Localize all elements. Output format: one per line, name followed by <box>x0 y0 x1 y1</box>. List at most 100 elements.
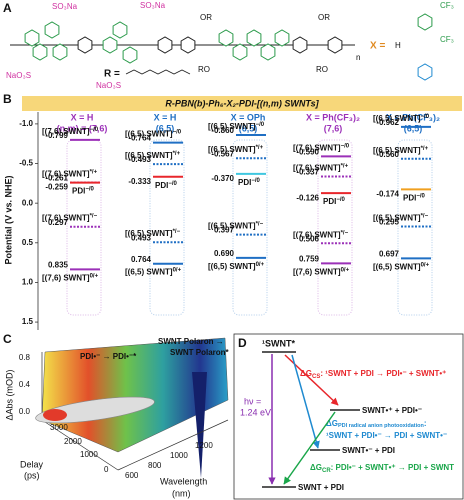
level-sup: */− <box>256 221 264 227</box>
level-name: [(6,5) SWNT] <box>373 114 421 123</box>
level-label: [(6,5) SWNT]*/+ <box>208 145 264 155</box>
level-label: [(6,5) SWNT]*/+ <box>373 145 429 155</box>
y-tick-label: -0.5 <box>19 159 33 168</box>
level-name: [(6,5) SWNT] <box>208 222 256 231</box>
panel-letter: A <box>3 1 12 15</box>
value-label: -0.560 <box>376 150 399 159</box>
hv-label: 1.24 eV <box>240 407 271 417</box>
y-axis-label: Potential (V vs. NHE) <box>3 175 13 264</box>
symbol: ΔG <box>310 463 322 472</box>
ring <box>122 46 138 64</box>
level-name: PDI <box>323 197 336 206</box>
column-subtitle: (7,6) <box>324 123 343 133</box>
chem-label: SO₃Na <box>140 1 166 10</box>
level-label: [(7,6) SWNT]−/0 <box>42 126 99 136</box>
annotation: SWNT Polaron → <box>158 337 224 346</box>
chem-label: CF₃ <box>440 35 454 44</box>
ring <box>292 36 308 54</box>
level-label: [(7,6) SWNT]−/0 <box>293 143 350 153</box>
value-label: 0.697 <box>379 250 400 259</box>
chem-label: RO <box>316 65 328 74</box>
ring <box>218 29 234 47</box>
wl-tick-label: 1200 <box>195 441 213 450</box>
delay-tick-label: 3000 <box>50 423 68 432</box>
level-name: [(7,6) SWNT] <box>293 144 341 153</box>
panel-letter: C <box>3 332 12 346</box>
annotation: PDI•⁻ → PDI•⁻* <box>80 352 137 361</box>
reaction: : ¹SWNT + PDI → PDI•⁻ + SWNT•⁺ <box>320 369 446 378</box>
chem-label: n <box>356 53 360 62</box>
chem-label: X = <box>370 41 385 52</box>
level-name: PDI <box>403 193 416 202</box>
level-name: [(6,5) SWNT] <box>373 263 421 272</box>
value-label: -0.261 <box>45 174 68 183</box>
value-label: -0.860 <box>211 126 234 135</box>
level-name: [(7,6) SWNT] <box>42 170 90 179</box>
level-label: [(6,5) SWNT]0/+ <box>208 261 265 271</box>
value-label: 0.493 <box>131 233 152 242</box>
chem-label: SO₃Na <box>52 2 78 11</box>
delay-tick-label: 1000 <box>80 450 98 459</box>
nanotube <box>232 139 268 316</box>
y-tick-label: 1.5 <box>22 317 34 326</box>
panel-header: R-PBN(b)-Ph₆-X₂-PDI-[(n,m) SWNTs] <box>165 98 319 108</box>
subscript: CR <box>322 468 331 474</box>
reaction: ¹SWNT + PDI•⁻ → PDI + SWNT•⁻ <box>326 431 447 440</box>
level-label: [(6,5) SWNT]*/− <box>125 229 181 239</box>
ring <box>32 43 48 61</box>
column-title: X = H <box>154 112 177 122</box>
z-tick-label: 0.0 <box>19 407 31 416</box>
ring <box>157 36 173 54</box>
z-tick-label: 0.8 <box>19 353 31 362</box>
level-sup: */+ <box>90 169 98 175</box>
state-label: ¹SWNT* <box>262 338 295 348</box>
level-label: PDI−/0 <box>403 193 426 203</box>
level-name: [(7,6) SWNT] <box>42 127 90 136</box>
value-label: -0.370 <box>211 174 234 183</box>
axis-label: (nm) <box>172 488 191 498</box>
value-label: 0.506 <box>299 234 320 243</box>
level-name: [(6,5) SWNT] <box>125 151 173 160</box>
level-name: [(6,5) SWNT] <box>208 145 256 154</box>
axis-label: Delay <box>20 459 44 469</box>
column-subtitle: (6,5) <box>239 123 258 133</box>
level-sup: −/0 <box>256 122 265 128</box>
panel-a: A SO₃Na SO₃Na NaO₃S NaO₃S OR OR RO RO n … <box>3 1 454 90</box>
state-label: SWNT + PDI <box>298 483 344 492</box>
value-label: -0.764 <box>128 134 151 143</box>
level-name: PDI <box>72 187 85 196</box>
level-sup: −/0 <box>90 126 99 132</box>
ring <box>417 63 433 81</box>
level-label: [(7,6) SWNT]*/− <box>42 213 98 223</box>
reaction: : PDI•⁻ + SWNT•⁺ → PDI + SWNT <box>331 463 455 472</box>
level-name: PDI <box>238 178 251 187</box>
delay-tick-label: 0 <box>104 465 109 474</box>
reaction-label: ΔGCS: ¹SWNT + PDI → PDI•⁻ + SWNT•⁺ <box>300 369 446 379</box>
subscript: PDI radical anion photooxidation <box>338 423 425 429</box>
value-label: -0.493 <box>128 155 151 164</box>
level-sup: −/0 <box>85 186 94 192</box>
panel-b: B R-PBN(b)-Ph₆-X₂-PDI-[(n,m) SWNTs] Pote… <box>3 92 462 330</box>
wl-tick-label: 1000 <box>170 451 188 460</box>
level-label: [(7,6) SWNT]0/+ <box>42 273 99 283</box>
level-sup: −/0 <box>251 177 260 183</box>
column-title: X = OPh <box>231 112 266 122</box>
level-label: [(7,6) SWNT]*/+ <box>42 169 98 179</box>
header-bar <box>22 96 462 111</box>
level-sup: −/0 <box>336 197 345 203</box>
ring <box>327 36 343 54</box>
chem-label: CF₃ <box>440 1 454 10</box>
y-tick-label: 0.5 <box>22 238 34 247</box>
ring <box>274 29 290 47</box>
reaction: : <box>424 419 427 428</box>
level-sup: 0/+ <box>256 261 265 267</box>
level-label: PDI−/0 <box>323 197 346 207</box>
reaction-label: ΔGPDI radical anion photooxidation: <box>326 419 427 429</box>
value-label: 0.690 <box>214 249 235 258</box>
delay-tick-label: 2000 <box>64 437 82 446</box>
ring <box>417 13 433 31</box>
panel-c: C ΔAbs (mOD) 0.8 0.4 0.0 Delay (ps) 3000… <box>3 332 230 498</box>
z-tick-label: 0.4 <box>19 380 31 389</box>
level-label: [(6,5) SWNT]0/+ <box>373 262 430 272</box>
